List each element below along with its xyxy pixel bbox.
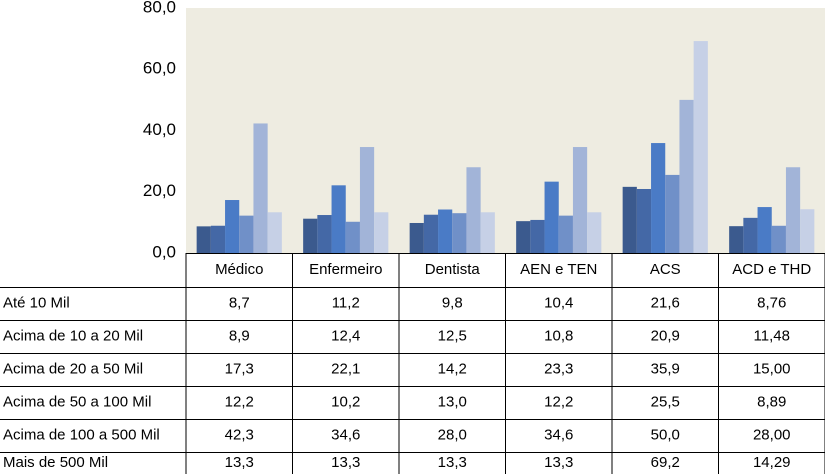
bar (679, 99, 694, 253)
plot-area (186, 8, 825, 253)
category-label: Enfermeiro (309, 261, 382, 278)
y-tick-label: 40,0 (143, 120, 176, 139)
value-label: 50,0 (651, 426, 680, 443)
y-tick-label: 0,0 (152, 242, 176, 261)
bar (267, 212, 282, 253)
y-tick-label: 20,0 (143, 181, 176, 200)
value-label: 34,6 (331, 426, 360, 443)
bar (303, 218, 318, 253)
bar (622, 186, 637, 253)
bar (466, 167, 481, 253)
value-label: 23,3 (544, 360, 573, 377)
value-label: 8,76 (757, 294, 786, 311)
bar (196, 226, 211, 253)
value-label: 8,9 (229, 327, 250, 344)
category-label: ACD e THD (732, 261, 811, 278)
value-label: 14,29 (753, 454, 791, 471)
bar (409, 222, 424, 253)
value-label: 17,3 (225, 360, 254, 377)
value-label: 21,6 (651, 294, 680, 311)
value-label: 11,48 (754, 327, 790, 344)
value-label: 12,5 (438, 327, 467, 344)
bar (757, 207, 772, 253)
bar (452, 213, 467, 253)
value-label: 10,8 (544, 327, 573, 344)
bar (572, 147, 588, 253)
bar (317, 215, 332, 253)
bar (331, 185, 346, 253)
bar (651, 143, 666, 253)
value-label: 12,4 (331, 327, 360, 344)
value-label: 15,00 (753, 360, 791, 377)
value-label: 20,9 (651, 327, 680, 344)
series-label: Mais de 500 Mil (3, 454, 108, 471)
value-label: 25,5 (651, 393, 680, 410)
series-label: Acima de 50 a 100 Mil (3, 393, 151, 410)
value-label: 22,1 (331, 360, 360, 377)
value-label: 10,4 (544, 294, 573, 311)
bar (729, 226, 744, 253)
value-label: 13,0 (438, 393, 467, 410)
series-label: Acima de 100 a 500 Mil (3, 426, 160, 443)
value-label: 42,3 (225, 426, 254, 443)
bar (516, 221, 531, 253)
value-label: 34,6 (544, 426, 573, 443)
bar (239, 215, 254, 253)
series-label: Até 10 Mil (3, 294, 70, 311)
bar (587, 212, 602, 253)
value-label: 12,2 (225, 393, 254, 410)
bar (374, 212, 389, 253)
bar (359, 147, 375, 253)
bar (785, 167, 801, 253)
value-label: 13,3 (544, 454, 573, 471)
value-label: 9,8 (442, 294, 463, 311)
value-label: 8,7 (229, 294, 250, 311)
bar (636, 188, 652, 253)
category-label: Dentista (425, 261, 481, 278)
value-label: 28,00 (753, 426, 791, 443)
bar (225, 200, 240, 253)
value-label: 13,3 (225, 454, 254, 471)
bar (693, 41, 708, 254)
bar (544, 181, 559, 253)
bar (558, 215, 573, 253)
y-tick-label: 60,0 (143, 59, 176, 78)
value-label: 35,9 (651, 360, 680, 377)
bar (743, 217, 758, 253)
value-label: 12,2 (544, 393, 573, 410)
value-label: 14,2 (438, 360, 467, 377)
series-label: Acima de 20 a 50 Mil (3, 360, 143, 377)
category-label: AEN e TEN (520, 261, 597, 278)
value-label: 69,2 (651, 454, 680, 471)
y-tick-label: 80,0 (143, 0, 176, 16)
series-label: Acima de 10 a 20 Mil (3, 327, 143, 344)
bar (530, 219, 545, 253)
bar (480, 212, 495, 253)
bar (800, 209, 815, 253)
bar (210, 225, 226, 253)
bar (438, 209, 453, 253)
bar (771, 225, 786, 253)
value-label: 10,2 (331, 393, 360, 410)
value-label: 11,2 (332, 294, 360, 311)
bar (665, 174, 680, 253)
value-label: 13,3 (438, 454, 467, 471)
bar (345, 221, 360, 253)
category-label: Médico (215, 261, 263, 278)
value-label: 8,89 (757, 393, 786, 410)
value-label: 13,3 (331, 454, 360, 471)
bar (423, 214, 439, 253)
value-label: 28,0 (438, 426, 467, 443)
category-label: ACS (650, 261, 681, 278)
bar (253, 123, 268, 253)
